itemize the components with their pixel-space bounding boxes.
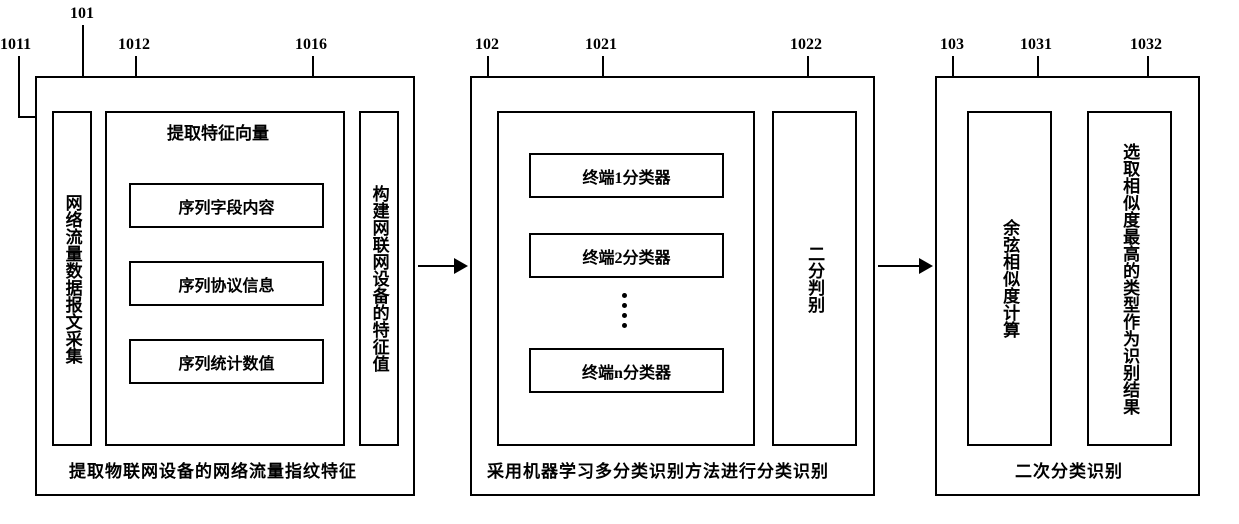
ellipsis-dots [622,293,627,328]
box-1016: 构建网联网设备的特征值 [359,111,399,446]
text-1013: 序列字段内容 [178,194,274,218]
block-103: 余弦相似度计算 选取相似度最高的类型作为识别结果 二次分类识别 [935,76,1200,496]
box-1015: 序列统计数值 [129,339,324,384]
label-1011: 1011 [0,36,31,54]
box-1022: 二分判别 [772,111,857,446]
lead-103 [952,56,954,76]
box-1012: 提取特征向量 序列字段内容 序列协议信息 序列统计数值 [105,111,345,446]
label-1021: 1021 [585,36,617,54]
arrow-102-103 [878,258,933,274]
classifier-n: 终端n分类器 [529,348,724,393]
text-classifier-1: 终端1分类器 [582,164,670,188]
label-1016: 1016 [295,36,327,54]
text-classifier-2: 终端2分类器 [582,244,670,268]
label-103: 103 [940,36,964,54]
box-1021: 终端1分类器 终端2分类器 终端n分类器 [497,111,755,446]
text-1015: 序列统计数值 [178,350,274,374]
box-1031: 余弦相似度计算 [967,111,1052,446]
label-1012: 1012 [118,36,150,54]
text-1031: 余弦相似度计算 [999,219,1020,338]
label-1031: 1031 [1020,36,1052,54]
label-1022: 1022 [790,36,822,54]
title-1012: 提取特征向量 [167,119,269,144]
text-1022: 二分判别 [804,245,825,313]
label-1032: 1032 [1130,36,1162,54]
classifier-1: 终端1分类器 [529,153,724,198]
classifier-2: 终端2分类器 [529,233,724,278]
caption-102: 采用机器学习多分类识别方法进行分类识别 [487,457,829,482]
box-1013: 序列字段内容 [129,183,324,228]
caption-101: 提取物联网设备的网络流量指纹特征 [69,457,357,482]
label-101: 101 [70,5,94,23]
block-102: 终端1分类器 终端2分类器 终端n分类器 二分判别 采用机器学习多分类识别方法进… [470,76,875,496]
text-1032: 选取相似度最高的类型作为识别结果 [1119,143,1140,415]
box-1014: 序列协议信息 [129,261,324,306]
text-classifier-n: 终端n分类器 [582,359,671,383]
box-1032: 选取相似度最高的类型作为识别结果 [1087,111,1172,446]
block-101: 网络流量数据报文采集 提取特征向量 序列字段内容 序列协议信息 序列统计数值 构… [35,76,415,496]
lead-1011-v [18,56,20,116]
arrow-101-102 [418,258,468,274]
box-1011: 网络流量数据报文采集 [52,111,92,446]
text-1011: 网络流量数据报文采集 [61,194,82,364]
lead-101 [82,25,84,76]
text-1016: 构建网联网设备的特征值 [368,185,389,372]
text-1014: 序列协议信息 [178,272,274,296]
label-102: 102 [475,36,499,54]
lead-102 [487,56,489,76]
caption-103: 二次分类识别 [1015,457,1123,482]
